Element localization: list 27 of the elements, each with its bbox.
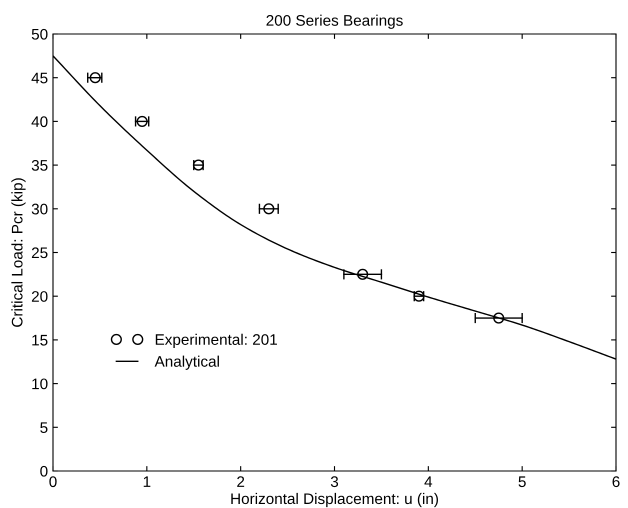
y-tick-label: 50 [32,28,48,40]
point [90,72,101,84]
legend-label: Experimental: 201 [156,334,277,348]
point [263,203,274,214]
y-tick-label: 10 [32,378,48,390]
y-tick-label: 20 [32,291,48,302]
y-tick-label: 40 [32,116,48,128]
x-tick-label: 4 [424,476,432,487]
y-tick-label: 45 [32,72,48,84]
x-tick-label: 0 [49,476,57,488]
x-tick-label: 2 [237,476,244,487]
y-tick-label: 15 [32,334,48,346]
x-axis-title: Horizontal Displacement: u (in) [231,492,438,508]
point [493,312,504,324]
y-tick-label: 25 [32,247,48,258]
point [357,268,368,280]
y-axis-title: Critical Load: Pcr (kip) [11,178,26,327]
x-tick-label: 5 [518,476,526,488]
y-tick-label: 5 [40,422,48,433]
y-tick-label: 30 [32,204,48,214]
x-tick-label: 3 [330,476,338,488]
chart-title: 200 Series Bearings [266,14,403,29]
y-tick-label: 35 [32,160,48,171]
y-tick-label: 0 [40,466,48,477]
x-tick-label: 1 [144,476,150,487]
x-tick-label: 6 [612,476,620,488]
legend-label: Analytical [154,356,219,370]
